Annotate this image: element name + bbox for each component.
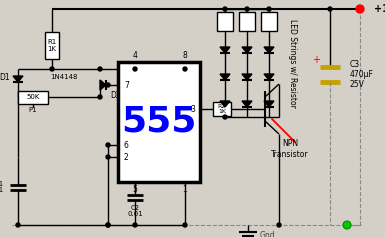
Circle shape <box>50 67 54 71</box>
Text: 7: 7 <box>124 81 129 90</box>
Polygon shape <box>242 101 252 107</box>
Polygon shape <box>264 74 274 80</box>
Circle shape <box>106 155 110 159</box>
Text: 1N4148: 1N4148 <box>50 74 77 80</box>
Circle shape <box>356 5 364 13</box>
Polygon shape <box>242 74 252 80</box>
Circle shape <box>133 223 137 227</box>
Circle shape <box>223 7 227 11</box>
Bar <box>118 62 200 182</box>
Text: 555: 555 <box>121 105 197 139</box>
Text: LED Strings w/ Resistor: LED Strings w/ Resistor <box>288 18 298 107</box>
Text: C1
0.1: C1 0.1 <box>0 181 4 193</box>
Circle shape <box>106 143 110 147</box>
Text: C3
470μF
25V: C3 470μF 25V <box>350 59 374 89</box>
Text: C2
0.01: C2 0.01 <box>127 205 143 218</box>
Circle shape <box>223 115 227 119</box>
Polygon shape <box>220 101 230 107</box>
Polygon shape <box>13 76 23 82</box>
Text: P1: P1 <box>29 106 37 113</box>
Circle shape <box>98 67 102 71</box>
Text: 4: 4 <box>132 50 137 59</box>
Circle shape <box>277 223 281 227</box>
Text: +: + <box>312 55 320 65</box>
Circle shape <box>245 7 249 11</box>
Text: Gnd.: Gnd. <box>260 232 278 237</box>
Text: 50K: 50K <box>26 94 40 100</box>
Text: 6: 6 <box>124 141 129 150</box>
Circle shape <box>106 223 110 227</box>
Bar <box>45 32 59 59</box>
Polygon shape <box>242 47 252 53</box>
Polygon shape <box>264 47 274 53</box>
Text: 2: 2 <box>124 152 129 161</box>
Circle shape <box>106 83 110 87</box>
Circle shape <box>98 95 102 99</box>
Polygon shape <box>220 74 230 80</box>
Text: D1: D1 <box>0 73 10 82</box>
Polygon shape <box>220 47 230 53</box>
Text: 5: 5 <box>132 184 137 193</box>
Polygon shape <box>100 80 106 90</box>
Text: NPN
Transistor: NPN Transistor <box>271 139 309 159</box>
Circle shape <box>267 7 271 11</box>
Bar <box>261 12 277 31</box>
Circle shape <box>328 7 332 11</box>
Text: 1: 1 <box>182 184 187 193</box>
Circle shape <box>106 223 110 227</box>
Bar <box>213 102 231 116</box>
Circle shape <box>133 67 137 71</box>
Text: R1
1K: R1 1K <box>47 39 57 52</box>
Text: +12V: +12V <box>374 4 385 14</box>
Text: D2: D2 <box>110 91 121 100</box>
Bar <box>239 12 255 31</box>
Text: 3: 3 <box>190 105 195 114</box>
Circle shape <box>183 223 187 227</box>
Text: R2
1K: R2 1K <box>218 104 226 114</box>
Polygon shape <box>264 101 274 107</box>
Bar <box>18 91 48 104</box>
Text: 8: 8 <box>182 50 187 59</box>
Bar <box>217 12 233 31</box>
Circle shape <box>343 221 351 229</box>
Circle shape <box>16 223 20 227</box>
Circle shape <box>183 67 187 71</box>
